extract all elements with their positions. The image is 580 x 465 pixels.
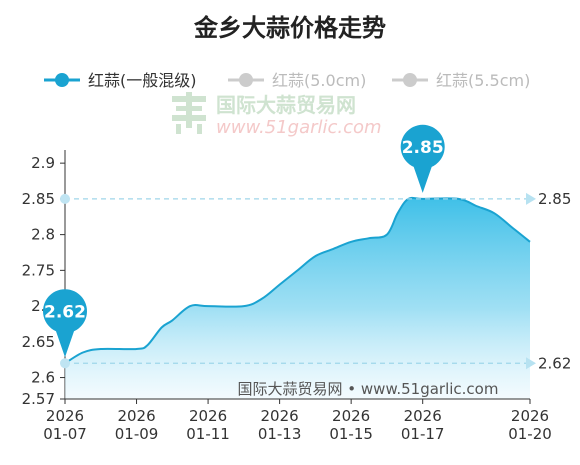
x-tick-date: 01-20 bbox=[508, 425, 552, 443]
x-tick-year: 2026 bbox=[117, 407, 155, 425]
legend-dot-icon bbox=[55, 73, 69, 87]
legend-dot-icon bbox=[239, 73, 253, 87]
legend-item[interactable]: 红蒜(一般混级) bbox=[44, 71, 197, 90]
legend-dot-icon bbox=[403, 73, 417, 87]
x-tick-year: 2026 bbox=[189, 407, 227, 425]
y-tick-label: 2.65 bbox=[22, 333, 55, 351]
garlic-logo-icon bbox=[172, 92, 206, 134]
y-tick-label: 2.8 bbox=[31, 226, 55, 244]
x-tick-year: 2026 bbox=[332, 407, 370, 425]
x-tick-year: 2026 bbox=[261, 407, 299, 425]
reference-start-dot bbox=[60, 358, 70, 369]
pin-marker-icon bbox=[42, 289, 87, 358]
legend-label[interactable]: 红蒜(一般混级) bbox=[88, 71, 197, 90]
y-tick-label: 2.6 bbox=[31, 369, 55, 387]
legend-label[interactable]: 红蒜(5.0cm) bbox=[272, 71, 366, 90]
x-tick-date: 01-11 bbox=[186, 425, 230, 443]
chart-title: 金乡大蒜价格走势 bbox=[193, 14, 386, 42]
y-tick-label: 2.75 bbox=[22, 261, 55, 279]
y-tick-label: 2.85 bbox=[22, 190, 55, 208]
legend-item[interactable]: 红蒜(5.5cm) bbox=[392, 71, 530, 90]
x-tick-year: 2026 bbox=[46, 407, 84, 425]
chart-credit: 国际大蒜贸易网 • www.51garlic.com bbox=[238, 380, 499, 398]
x-tick-date: 01-17 bbox=[401, 425, 445, 443]
x-tick-date: 01-15 bbox=[329, 425, 373, 443]
reference-value-label: 2.85 bbox=[538, 190, 571, 208]
x-tick-year: 2026 bbox=[511, 407, 549, 425]
series-area bbox=[65, 197, 530, 399]
x-tick-year: 2026 bbox=[404, 407, 442, 425]
reference-arrow-icon bbox=[526, 357, 536, 370]
pin-value-label: 2.85 bbox=[402, 138, 444, 158]
x-tick-date: 01-13 bbox=[258, 425, 302, 443]
watermark: 国际大蒜贸易网 www.51garlic.com bbox=[172, 92, 382, 138]
y-tick-label: 2.57 bbox=[22, 390, 55, 408]
legend-label[interactable]: 红蒜(5.5cm) bbox=[436, 71, 530, 90]
data-pin: 2.85 bbox=[400, 124, 445, 193]
reference-arrow-icon bbox=[526, 192, 536, 205]
reference-value-label: 2.62 bbox=[538, 354, 571, 372]
watermark-site-url: www.51garlic.com bbox=[216, 117, 382, 138]
reference-start-dot bbox=[60, 193, 70, 204]
legend-item[interactable]: 红蒜(5.0cm) bbox=[228, 71, 366, 90]
pin-value-label: 2.62 bbox=[44, 302, 86, 322]
watermark-site-name: 国际大蒜贸易网 bbox=[216, 93, 356, 117]
x-tick-date: 01-07 bbox=[43, 425, 87, 443]
plot-area: 2.572.62.652.72.752.82.852.9202601-07202… bbox=[22, 124, 571, 443]
x-tick-date: 01-09 bbox=[115, 425, 159, 443]
pin-marker-icon bbox=[400, 124, 445, 193]
legend: 红蒜(一般混级) 红蒜(5.0cm) 红蒜(5.5cm) bbox=[44, 71, 530, 90]
data-pin: 2.62 bbox=[42, 289, 87, 358]
y-tick-label: 2.9 bbox=[31, 154, 55, 172]
